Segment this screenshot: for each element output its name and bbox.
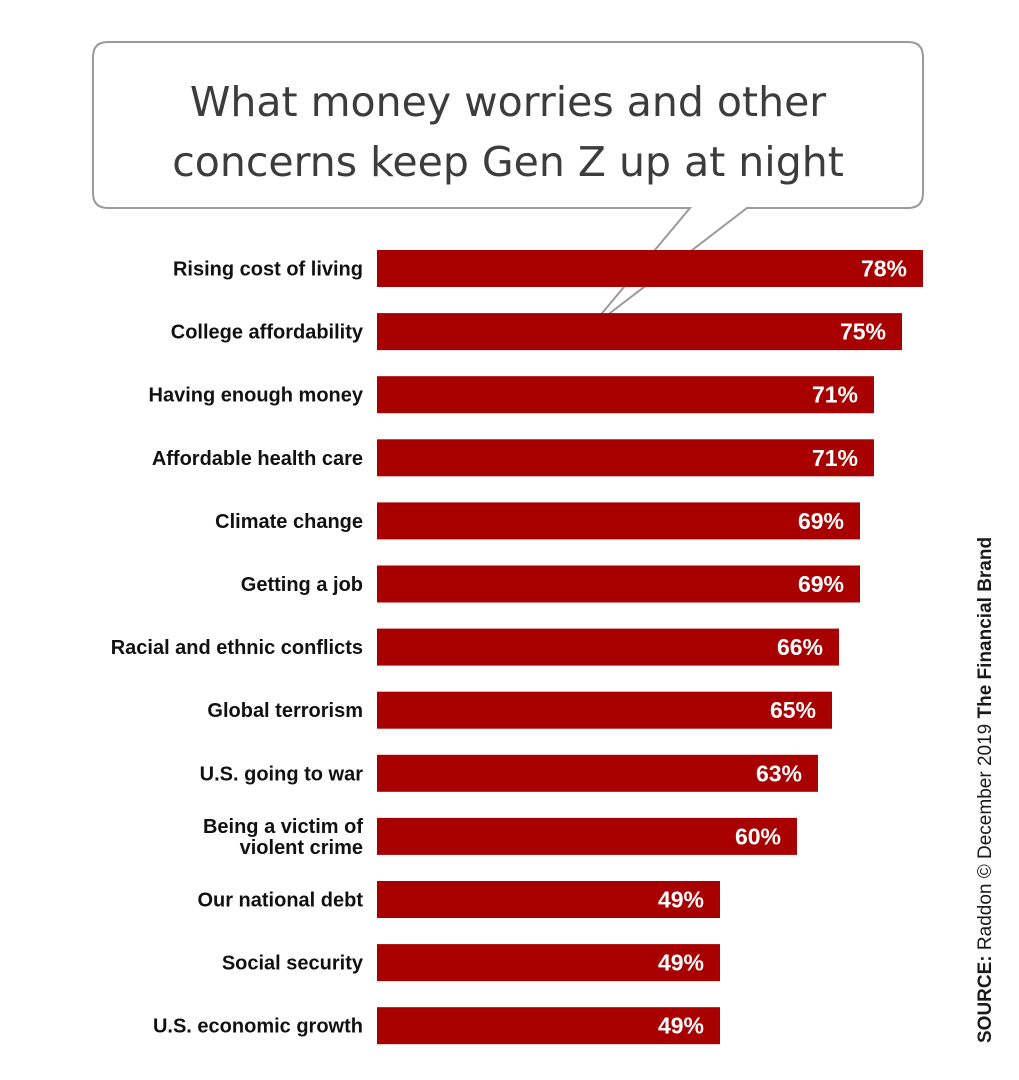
bar-value-label: 66% (777, 634, 823, 660)
bar-13 (377, 1007, 720, 1045)
bar-9 (377, 754, 818, 792)
bar-12 (377, 944, 720, 982)
category-label: violent crime (240, 837, 363, 859)
bar-value-label: 49% (658, 887, 704, 913)
bar-value-label: 49% (658, 950, 704, 976)
bar-4 (377, 439, 874, 477)
category-label: U.S. economic growth (153, 1016, 363, 1038)
category-label: Climate change (215, 511, 363, 533)
bar-11 (377, 881, 720, 918)
category-label: Getting a job (241, 574, 363, 596)
bar-value-label: 71% (812, 445, 858, 471)
bar-3 (377, 376, 874, 414)
bar-value-label: 49% (658, 1013, 704, 1039)
bar-1 (377, 250, 923, 287)
source-brand: The Financial Brand (975, 536, 996, 719)
bar-value-label: 69% (798, 508, 844, 534)
bar-value-label: 71% (812, 382, 858, 408)
bar-value-label: 75% (840, 319, 886, 345)
bar-value-label: 60% (735, 823, 781, 849)
bar-value-label: 78% (861, 256, 907, 282)
bar-2 (377, 313, 902, 351)
bar-10 (377, 817, 797, 855)
source-text: Raddon © December 2019 (975, 723, 996, 951)
category-label: Our national debt (197, 890, 363, 912)
bar-7 (377, 628, 839, 666)
category-label: Having enough money (149, 385, 364, 407)
category-label: Rising cost of living (173, 259, 363, 281)
source-prefix: SOURCE: (975, 955, 996, 1043)
category-label: Racial and ethnic conflicts (111, 637, 363, 659)
category-label: Affordable health care (152, 448, 363, 470)
chart-title: What money worries and other concerns ke… (100, 72, 916, 192)
category-label: Social security (222, 953, 364, 975)
bar-value-label: 69% (798, 571, 844, 597)
chart-title-line-1: What money worries and other (189, 78, 827, 126)
category-label: College affordability (171, 322, 364, 344)
category-label: Being a victim of (203, 816, 363, 838)
bar-value-label: 63% (756, 760, 802, 786)
category-label: Global terrorism (207, 700, 363, 722)
category-label: U.S. going to war (200, 763, 364, 785)
bar-5 (377, 502, 860, 540)
chart-title-line-2: concerns keep Gen Z up at night (172, 138, 844, 186)
bar-6 (377, 565, 860, 603)
bar-8 (377, 691, 832, 729)
source-note: SOURCE: Raddon © December 2019 The Finan… (975, 537, 997, 1043)
bar-value-label: 65% (770, 697, 816, 723)
